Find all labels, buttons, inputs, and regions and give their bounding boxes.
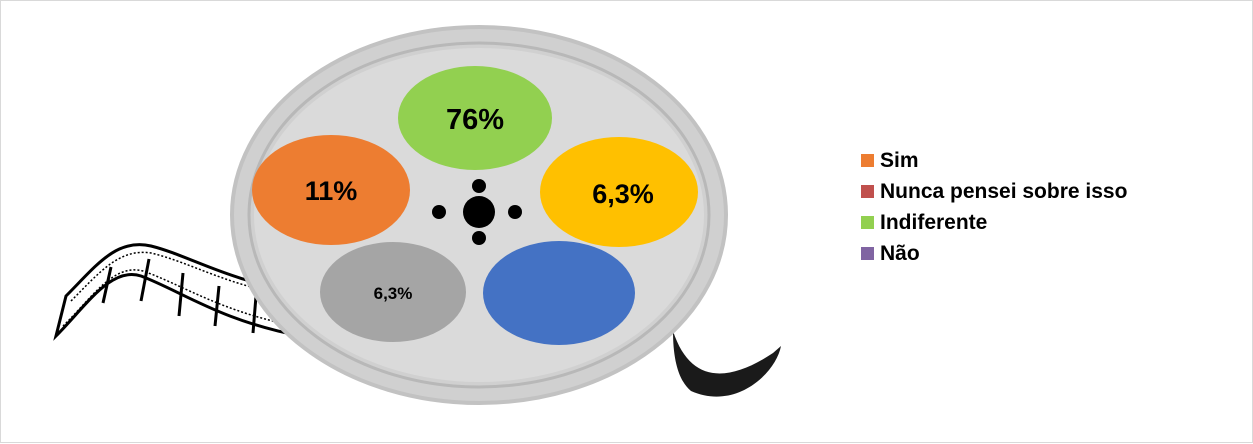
reel-circle-sim bbox=[252, 135, 410, 245]
legend-swatch-nunca-pensei bbox=[861, 185, 874, 198]
legend-item-sim: Sim bbox=[861, 145, 1127, 176]
legend-swatch-nao bbox=[861, 247, 874, 260]
legend-item-indiferente: Indiferente bbox=[861, 207, 1127, 238]
legend-item-nao: Não bbox=[861, 238, 1127, 269]
film-tail bbox=[673, 331, 781, 397]
legend-label-sim: Sim bbox=[880, 148, 919, 172]
reel-circle-yellow bbox=[540, 137, 698, 247]
legend-item-nunca-pensei: Nunca pensei sobre isso bbox=[861, 176, 1127, 207]
reel-hub bbox=[432, 179, 522, 245]
reel-circle-blue bbox=[483, 241, 635, 345]
legend: Sim Nunca pensei sobre isso Indiferente … bbox=[861, 145, 1127, 269]
legend-label-nao: Não bbox=[880, 241, 920, 265]
legend-label-nunca-pensei: Nunca pensei sobre isso bbox=[880, 179, 1128, 203]
legend-swatch-sim bbox=[861, 154, 874, 167]
data-label-indiferente: 76% bbox=[446, 104, 504, 136]
legend-swatch-indiferente bbox=[861, 216, 874, 229]
reel-circle-indiferente bbox=[398, 66, 552, 170]
data-label-sim: 11% bbox=[305, 176, 358, 206]
legend-label-indiferente: Indiferente bbox=[880, 210, 988, 234]
data-label-yellow: 6,3% bbox=[592, 179, 654, 209]
reel-circle-gray bbox=[320, 242, 466, 342]
data-label-gray: 6,3% bbox=[374, 284, 413, 303]
